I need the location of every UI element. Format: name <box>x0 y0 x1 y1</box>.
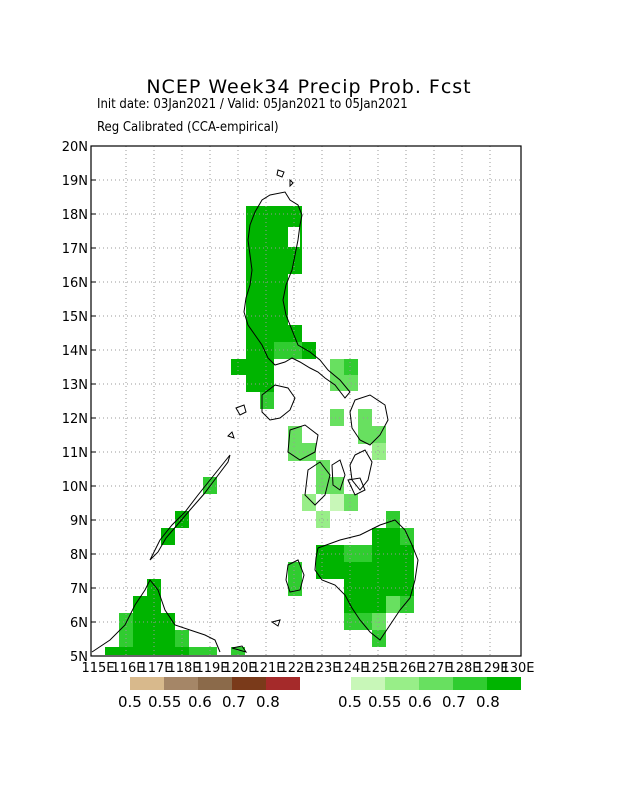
legend-swatch <box>487 677 521 690</box>
lon-label: 128E <box>447 661 480 676</box>
lat-label: 7N <box>70 582 88 597</box>
lat-label: 18N <box>62 208 88 223</box>
legend-dry-label: 0.5 <box>118 693 142 711</box>
lon-label: 121E <box>251 661 284 676</box>
lon-label: 119E <box>195 661 228 676</box>
lon-label: 115E <box>81 661 114 676</box>
legend-wet-label: 0.8 <box>476 693 500 711</box>
lat-label: 17N <box>62 242 88 257</box>
lat-label: 16N <box>62 276 88 291</box>
lat-label: 11N <box>62 446 88 461</box>
lon-label: 124E <box>335 661 368 676</box>
legend-swatch <box>164 677 198 690</box>
legend-wet-label: 0.55 <box>368 693 402 711</box>
legend-wet-label: 0.5 <box>338 693 362 711</box>
lat-label: 10N <box>62 480 88 495</box>
legend-dry <box>130 677 300 690</box>
lon-label: 127E <box>419 661 452 676</box>
legend-swatch <box>198 677 232 690</box>
legend-wet-label: 0.7 <box>442 693 466 711</box>
lat-label: 5N <box>70 650 88 665</box>
lon-label: 126E <box>391 661 424 676</box>
legend-wet <box>351 677 521 690</box>
lon-tick-labels: 115E 116E 117E 118E 119E 120E 121E 122E … <box>81 661 534 676</box>
legend-dry-label: 0.7 <box>222 693 246 711</box>
legend-swatch <box>453 677 487 690</box>
lat-label: 14N <box>62 344 88 359</box>
lon-label: 118E <box>167 661 200 676</box>
legend-swatch <box>266 677 300 690</box>
lon-label: 116E <box>111 661 144 676</box>
coastlines <box>91 169 419 653</box>
lat-label: 13N <box>62 378 88 393</box>
plot-frame <box>90 145 522 657</box>
lon-label: 125E <box>363 661 396 676</box>
lat-label: 20N <box>62 140 88 155</box>
legend-dry-label: 0.55 <box>148 693 182 711</box>
legend-swatch <box>419 677 453 690</box>
lon-label: 122E <box>279 661 312 676</box>
lat-label: 19N <box>62 174 88 189</box>
lon-label: 130E <box>501 661 534 676</box>
map-subtitle-dates: Init date: 03Jan2021 / Valid: 05Jan2021 … <box>97 97 408 112</box>
lat-label: 6N <box>70 616 88 631</box>
legend-swatch <box>351 677 385 690</box>
map-subtitle-method: Reg Calibrated (CCA-empirical) <box>97 120 279 135</box>
lon-label: 120E <box>223 661 256 676</box>
legend-swatch <box>385 677 419 690</box>
lat-label: 8N <box>70 548 88 563</box>
lon-label: 129E <box>475 661 508 676</box>
legend-dry-label: 0.8 <box>256 693 280 711</box>
legend-wet-label: 0.6 <box>408 693 432 711</box>
lat-label: 12N <box>62 412 88 427</box>
lat-tick-labels: 5N 6N 7N 8N 9N 10N 11N 12N 13N 14N 15N 1… <box>62 140 88 665</box>
grid-lines <box>91 146 521 656</box>
lat-label: 15N <box>62 310 88 325</box>
map-title: NCEP Week34 Precip Prob. Fcst <box>146 76 472 98</box>
lat-tick-marks <box>91 179 96 657</box>
legend-swatch <box>232 677 266 690</box>
lon-label: 117E <box>139 661 172 676</box>
lat-label: 9N <box>70 514 88 529</box>
legend-swatch <box>130 677 164 690</box>
lon-label: 123E <box>307 661 340 676</box>
legend-dry-label: 0.6 <box>188 693 212 711</box>
